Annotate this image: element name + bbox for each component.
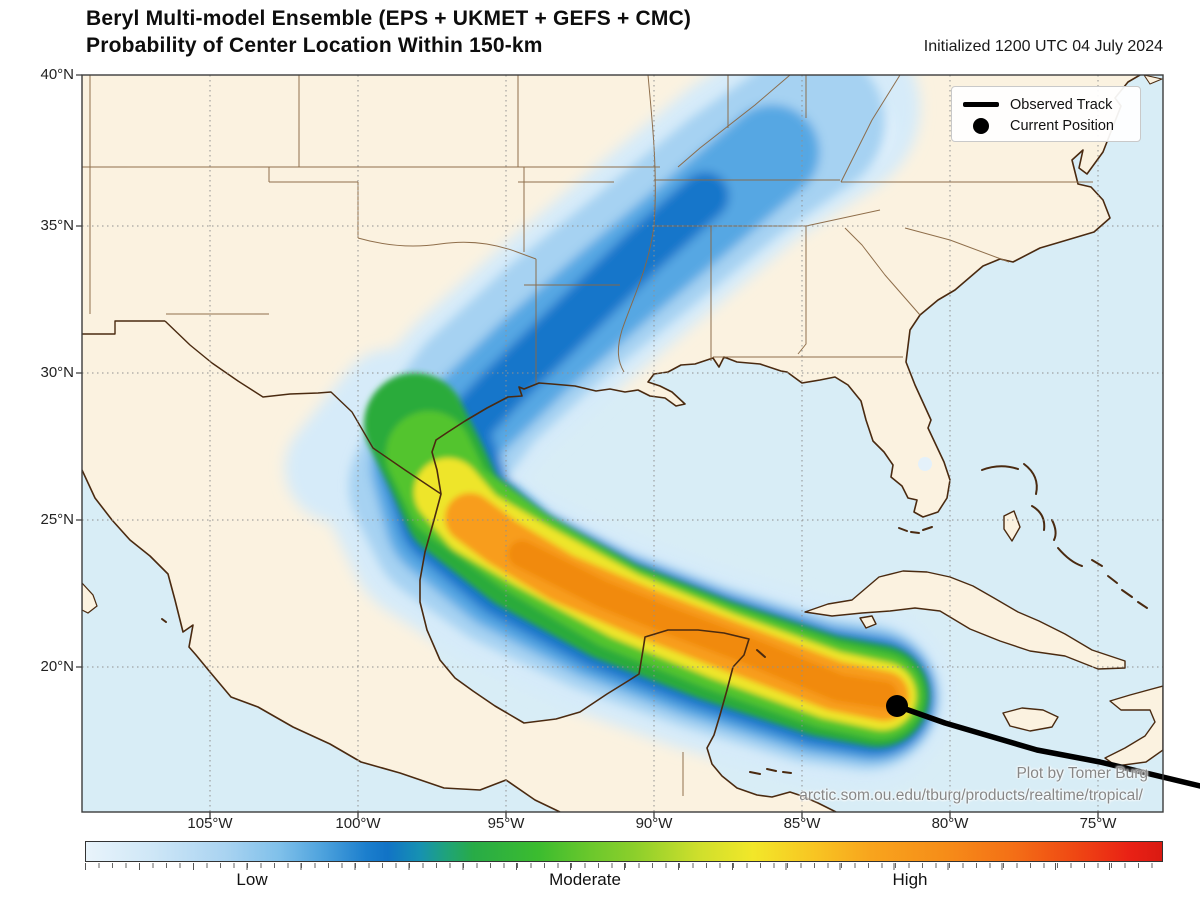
state-borders bbox=[82, 75, 1093, 796]
legend-observed-track-label: Observed Track bbox=[1010, 96, 1113, 113]
current-position-marker bbox=[886, 695, 908, 717]
coastline bbox=[82, 75, 1141, 812]
lon-tick-90w: 90°W bbox=[635, 815, 673, 832]
lon-tick-95w: 95°W bbox=[487, 815, 525, 832]
colorbar-label-low: Low bbox=[236, 870, 268, 889]
graticule bbox=[82, 75, 1163, 812]
lake-okeechobee bbox=[918, 457, 932, 471]
lon-tick-85w: 85°W bbox=[783, 815, 821, 832]
credit-url: arctic.som.ou.edu/tburg/products/realtim… bbox=[799, 787, 1143, 804]
lon-tick-75w: 75°W bbox=[1079, 815, 1117, 832]
axis-ticks bbox=[76, 74, 1099, 818]
probability-colorbar bbox=[85, 841, 1163, 862]
lat-tick-35n: 35°N bbox=[40, 217, 74, 234]
legend-observed-track: Observed Track bbox=[962, 94, 1130, 115]
mainland-landmass bbox=[82, 75, 1140, 812]
lon-tick-100w: 100°W bbox=[335, 815, 381, 832]
isla-juventud bbox=[859, 615, 877, 629]
legend-current-position-label: Current Position bbox=[1010, 117, 1114, 134]
jamaica bbox=[1002, 707, 1059, 732]
cuba bbox=[804, 570, 1126, 670]
small-islands bbox=[161, 463, 1148, 775]
rio-grande-border bbox=[82, 320, 442, 495]
init-time-label: Initialized 1200 UTC 04 July 2024 bbox=[923, 38, 1163, 55]
legend-current-position: Current Position bbox=[962, 115, 1130, 136]
lat-tick-20n: 20°N bbox=[40, 658, 74, 675]
observed-track-line bbox=[894, 703, 1200, 789]
cozumel bbox=[756, 649, 766, 658]
lon-tick-80w: 80°W bbox=[931, 815, 969, 832]
credit-author: Plot by Tomer Burg bbox=[1016, 765, 1148, 782]
lat-tick-30n: 30°N bbox=[40, 364, 74, 381]
andros bbox=[1003, 510, 1021, 542]
baja-tip bbox=[82, 582, 98, 614]
lon-tick-105w: 105°W bbox=[187, 815, 233, 832]
current-position-dot-icon bbox=[962, 117, 1000, 134]
page-subtitle: Probability of Center Location Within 15… bbox=[86, 34, 543, 57]
islands bbox=[804, 510, 1163, 767]
page-title: Beryl Multi-model Ensemble (EPS + UKMET … bbox=[86, 7, 692, 30]
observed-track-line-icon bbox=[962, 102, 1000, 107]
colorbar-label-high: High bbox=[892, 870, 928, 889]
long-island bbox=[1143, 75, 1163, 85]
hispaniola bbox=[1104, 685, 1163, 767]
florida-keys bbox=[898, 526, 933, 534]
map-legend: Observed Track Current Position bbox=[951, 86, 1141, 142]
lat-tick-25n: 25°N bbox=[40, 511, 74, 528]
map-frame bbox=[81, 74, 1164, 813]
lat-tick-40n: 40°N bbox=[40, 66, 74, 83]
colorbar-ticks bbox=[85, 863, 1163, 870]
colorbar-label-moderate: Moderate bbox=[549, 870, 621, 889]
